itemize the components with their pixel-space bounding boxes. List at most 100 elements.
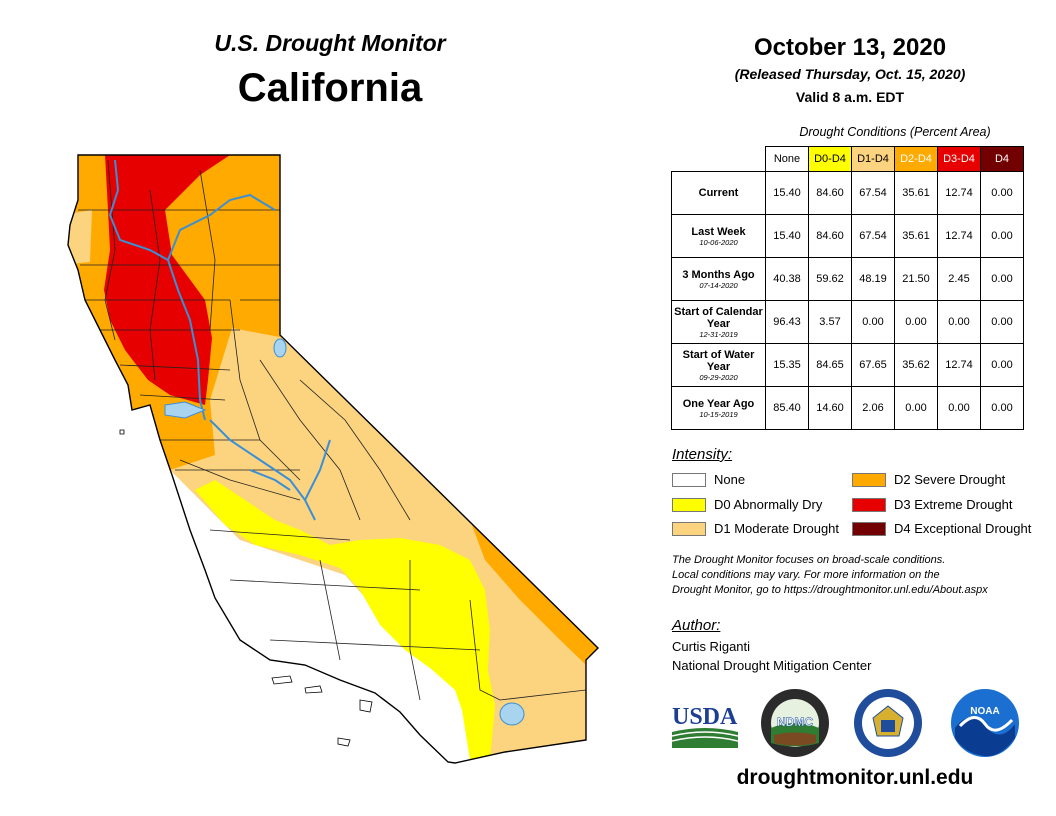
doc-seal-logo xyxy=(853,688,923,763)
drought-conditions-table: None D0-D4 D1-D4 D2-D4 D3-D4 D4 Current … xyxy=(671,146,1024,430)
legend-item-d4: D4 Exceptional Drought xyxy=(852,521,1031,536)
legend-item-none: None xyxy=(672,472,745,487)
legend-item-d1: D1 Moderate Drought xyxy=(672,521,839,536)
table-cell: 3.57 xyxy=(808,300,852,344)
col-none: None xyxy=(765,146,809,172)
legend-label: D4 Exceptional Drought xyxy=(894,521,1032,536)
table-cell: 40.38 xyxy=(765,257,809,301)
author-heading: Author: xyxy=(672,617,721,634)
table-cell: 0.00 xyxy=(937,386,981,430)
salton-sea xyxy=(499,702,525,726)
legend-swatch xyxy=(852,472,886,487)
table-cell: 35.61 xyxy=(894,214,938,258)
table-cell: 35.62 xyxy=(894,343,938,387)
d3-region xyxy=(104,155,230,405)
county-lines xyxy=(78,159,587,701)
d2-southeast-region xyxy=(470,520,598,665)
legend-swatch xyxy=(672,497,706,512)
table-cell: 12.74 xyxy=(937,343,981,387)
table-cell: 2.06 xyxy=(851,386,895,430)
disclaimer-note: The Drought Monitor focuses on broad-sca… xyxy=(672,554,988,596)
table-cell: 0.00 xyxy=(980,386,1024,430)
table-cell: 0.00 xyxy=(937,300,981,344)
table-row: Start of Water Year 09-29-2020 15.35 84.6… xyxy=(671,343,1024,387)
noaa-logo: NOAA xyxy=(950,688,1020,763)
rivers xyxy=(108,159,331,521)
table-cell: 0.00 xyxy=(894,300,938,344)
table-cell: 67.54 xyxy=(851,171,895,215)
svg-text:USDA: USDA xyxy=(672,704,738,730)
col-d0-d4: D0-D4 xyxy=(808,146,852,172)
table-cell: 0.00 xyxy=(980,214,1024,258)
legend-swatch xyxy=(672,472,706,487)
row-label: Current xyxy=(671,171,766,215)
table-cell: 0.00 xyxy=(980,343,1024,387)
row-label: Last Week 10-06-2020 xyxy=(671,214,766,258)
usda-logo-graphic: USDA xyxy=(671,704,739,748)
col-d1-d4: D1-D4 xyxy=(851,146,895,172)
sf-bay xyxy=(164,401,207,419)
row-label: Start of Water Year 09-29-2020 xyxy=(671,343,766,387)
table-cell: 14.60 xyxy=(808,386,852,430)
lake-tahoe xyxy=(273,338,287,358)
table-cell: 21.50 xyxy=(894,257,938,301)
table-cell: 2.45 xyxy=(937,257,981,301)
table-cell: 0.00 xyxy=(980,257,1024,301)
table-cell: 0.00 xyxy=(851,300,895,344)
legend-label: D1 Moderate Drought xyxy=(714,521,840,536)
table-header-row: None D0-D4 D1-D4 D2-D4 D3-D4 D4 xyxy=(672,146,1024,172)
table-caption: Drought Conditions (Percent Area) xyxy=(799,125,991,139)
col-d3-d4: D3-D4 xyxy=(937,146,981,172)
col-d2-d4: D2-D4 xyxy=(894,146,938,172)
table-cell: 15.40 xyxy=(765,214,809,258)
ndmc-logo: NDMC xyxy=(760,688,830,763)
table-cell: 84.60 xyxy=(808,171,852,215)
table-row: 3 Months Ago 07-14-2020 40.38 59.62 48.19… xyxy=(671,257,1024,301)
row-label: 3 Months Ago 07-14-2020 xyxy=(671,257,766,301)
table-cell: 59.62 xyxy=(808,257,852,301)
table-cell: 84.60 xyxy=(808,214,852,258)
table-row: Current 15.40 84.60 67.54 35.61 12.74 0.… xyxy=(671,171,1024,215)
legend-label: D2 Severe Drought xyxy=(894,472,1006,487)
author-org: National Drought Mitigation Center xyxy=(672,658,872,673)
legend-item-d0: D0 Abnormally Dry xyxy=(672,497,822,512)
map-title: U.S. Drought Monitor xyxy=(214,30,446,56)
legend-swatch xyxy=(672,521,706,536)
state-outline xyxy=(67,154,599,764)
table-cell: 12.74 xyxy=(937,171,981,215)
svg-text:NDMC: NDMC xyxy=(777,715,813,729)
legend-label: None xyxy=(714,472,746,487)
legend-label: D3 Extreme Drought xyxy=(894,497,1013,512)
table-cell: 12.74 xyxy=(937,214,981,258)
table-cell: 85.40 xyxy=(765,386,809,430)
valid-time: Valid 8 a.m. EDT xyxy=(795,89,905,105)
table-row: One Year Ago 10-15-2019 85.40 14.60 2.06 … xyxy=(671,386,1024,430)
svg-text:NOAA: NOAA xyxy=(970,706,999,717)
legend-title: Intensity: xyxy=(672,446,733,463)
usda-logo: USDA xyxy=(671,700,739,748)
table-row: Start of Calendar Year 12-31-2019 96.43 3… xyxy=(671,300,1024,344)
table-cell: 67.65 xyxy=(851,343,895,387)
table-cell: 84.65 xyxy=(808,343,852,387)
author-name: Curtis Riganti xyxy=(672,639,751,654)
author-info: Curtis Riganti National Drought Mitigati… xyxy=(672,637,871,675)
col-d4: D4 xyxy=(980,146,1024,172)
table-cell: 67.54 xyxy=(851,214,895,258)
table-cell: 15.40 xyxy=(765,171,809,215)
d1-coast-pocket xyxy=(68,210,92,265)
table-cell: 0.00 xyxy=(980,300,1024,344)
table-cell: 0.00 xyxy=(894,386,938,430)
noaa-logo-graphic: NOAA xyxy=(951,689,1019,757)
d0-region xyxy=(195,480,495,760)
map-date: October 13, 2020 xyxy=(753,34,947,61)
california-drought-map xyxy=(67,154,599,764)
table-cell: 15.35 xyxy=(765,343,809,387)
legend-swatch xyxy=(852,521,886,536)
table-cell: 35.61 xyxy=(894,171,938,215)
website-url: droughtmonitor.unl.edu xyxy=(736,766,974,789)
row-label: Start of Calendar Year 12-31-2019 xyxy=(671,300,766,344)
state-name: California xyxy=(237,66,423,110)
ndmc-logo-graphic: NDMC xyxy=(761,689,829,757)
table-cell: 48.19 xyxy=(851,257,895,301)
channel-islands xyxy=(119,429,373,747)
